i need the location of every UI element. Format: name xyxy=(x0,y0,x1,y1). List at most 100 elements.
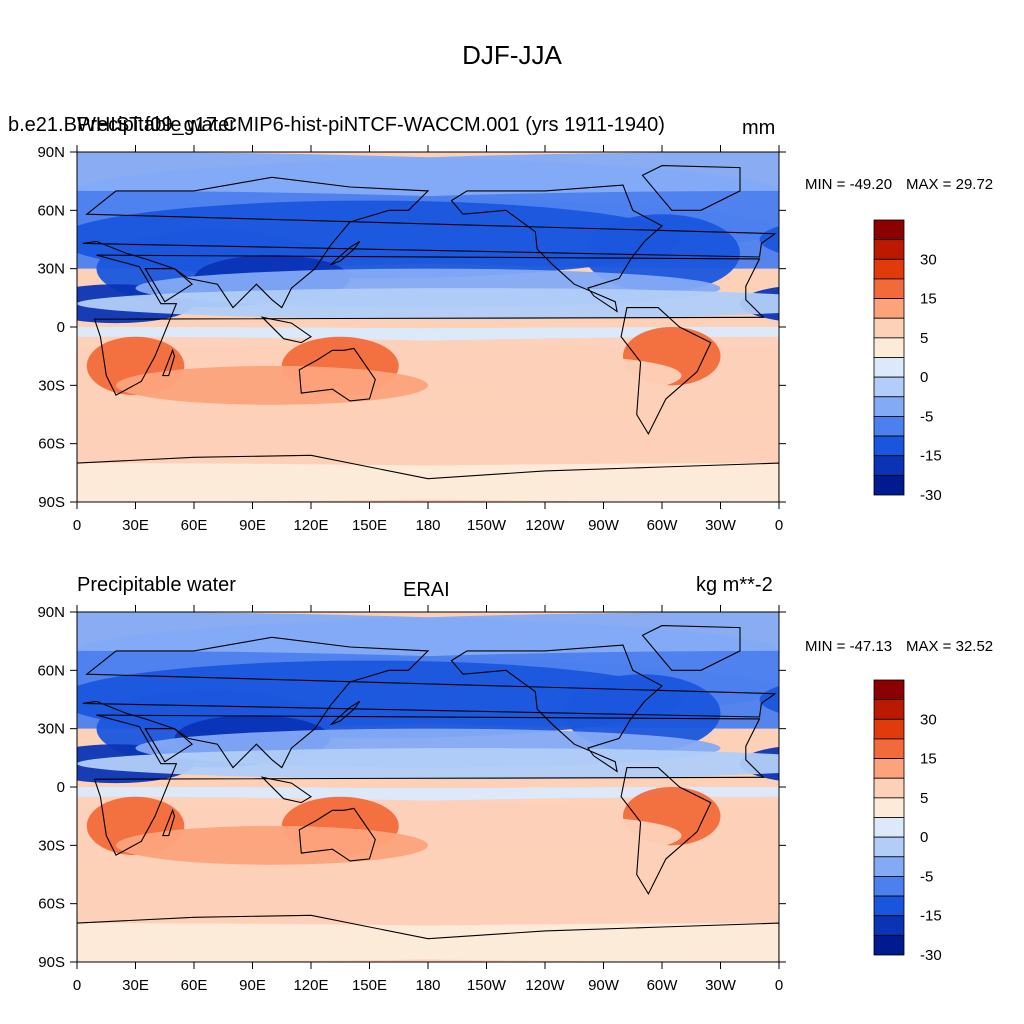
x-tick-label: 30E xyxy=(122,517,149,534)
colorbar-swatch xyxy=(873,357,905,378)
y-tick-label: 60N xyxy=(37,662,65,679)
colorbar-label: 5 xyxy=(920,790,928,807)
field-blob xyxy=(564,674,721,752)
colorbar-swatch xyxy=(873,298,905,319)
colorbar-label: 15 xyxy=(920,291,937,308)
field-layer xyxy=(77,152,779,502)
coastline-antarctica xyxy=(77,914,779,962)
coastline-japan xyxy=(330,700,361,726)
y-tick-label: 60S xyxy=(38,436,65,453)
colorbar-swatch xyxy=(873,836,905,858)
y-tick-label: 0 xyxy=(57,779,65,796)
coastline-south-america xyxy=(620,767,712,896)
colorbar-swatch xyxy=(873,699,905,720)
x-tick-label: 90W xyxy=(588,517,620,534)
colorbar-label: -15 xyxy=(920,908,942,925)
coastline-arabia xyxy=(144,268,194,303)
coastline-australia xyxy=(298,807,376,862)
panel-model-center-title: b.e21.BWHIST.f09_g17.CMIP6-hist-piNTCF-W… xyxy=(8,114,665,136)
coastline-north-america xyxy=(450,184,663,313)
colorbar-swatch xyxy=(873,718,905,740)
x-tick-label: 150W xyxy=(467,977,507,994)
x-tick-label: 30W xyxy=(705,977,737,994)
field-blob xyxy=(116,365,428,405)
colorbar-swatch xyxy=(873,777,905,799)
colorbar-label: -15 xyxy=(920,448,942,465)
colorbar-swatch xyxy=(873,679,905,701)
colorbar-label: 0 xyxy=(920,829,928,846)
field-blob xyxy=(447,356,682,396)
colorbar-swatch xyxy=(873,915,905,936)
coastline-indonesia xyxy=(260,776,313,804)
colorbar-swatch xyxy=(873,219,905,241)
coastline-north-america xyxy=(450,644,663,773)
colorbar-label: -30 xyxy=(920,947,942,964)
y-tick-label: 30S xyxy=(38,377,65,394)
panel-model-units: mm xyxy=(742,117,776,139)
x-tick-label: 30W xyxy=(705,517,737,534)
colorbar-swatch xyxy=(873,396,905,417)
colorbar-label: -5 xyxy=(920,868,933,885)
colorbar-swatch xyxy=(873,278,905,299)
coastline-indonesia xyxy=(260,316,313,344)
x-tick-label: 150E xyxy=(352,517,387,534)
coastline-africa xyxy=(93,714,765,856)
x-tick-label: 0 xyxy=(775,977,783,994)
panel-model-min: MIN = -49.20 xyxy=(805,176,893,193)
colorbar-swatch xyxy=(873,738,905,759)
colorbar-swatch xyxy=(873,337,905,358)
y-tick-label: 90S xyxy=(38,494,65,511)
coastline-europe-asia xyxy=(82,176,777,309)
colorbar-swatch xyxy=(873,934,905,956)
y-tick-label: 30N xyxy=(37,721,65,738)
field-blob xyxy=(77,874,779,933)
x-tick-label: 90E xyxy=(239,977,266,994)
y-tick-label: 90N xyxy=(37,604,65,621)
coastline-europe-asia xyxy=(82,636,777,769)
colorbar-swatch xyxy=(873,455,905,476)
field-layer xyxy=(77,612,779,962)
colorbar-swatch xyxy=(873,758,905,779)
panel-erai-map: 0 30E 60E 90E 120E 150E 180 150W 120W 90W 60W 30W 09… xyxy=(37,604,942,994)
coastline-africa xyxy=(93,254,765,396)
figure-title: DJF-JJA xyxy=(462,40,562,70)
colorbar-swatch xyxy=(873,856,905,877)
coastline-greenland xyxy=(641,165,741,211)
field-blob xyxy=(77,463,779,502)
field-blob xyxy=(77,414,779,473)
field-blob xyxy=(77,288,779,320)
coastline-greenland xyxy=(641,625,741,671)
x-tick-label: 0 xyxy=(73,977,81,994)
field-blob xyxy=(759,685,779,714)
colorbar-label: -30 xyxy=(920,487,942,504)
y-tick-label: 60S xyxy=(38,896,65,913)
coastline-arabia xyxy=(144,728,194,763)
x-tick-label: 180 xyxy=(415,977,440,994)
colorbar-swatch xyxy=(873,474,905,496)
field-blob xyxy=(759,225,779,254)
panel-model-map: 0 30E 60E 90E 120E 150E 180 150W 120W 90W 60W 30W 09… xyxy=(37,144,942,534)
x-tick-label: 180 xyxy=(415,517,440,534)
coastline-madagascar xyxy=(161,808,176,837)
colorbar-label: 0 xyxy=(920,369,928,386)
x-tick-label: 30E xyxy=(122,977,149,994)
x-tick-label: 90E xyxy=(239,517,266,534)
x-tick-label: 60W xyxy=(647,977,679,994)
y-tick-label: 60N xyxy=(37,202,65,219)
panel-erai-left-title: Precipitable water xyxy=(77,574,236,596)
colorbar-label: 30 xyxy=(920,251,937,268)
panel-model-max: MAX = 29.72 xyxy=(906,176,994,193)
y-tick-label: 90S xyxy=(38,954,65,971)
colorbar-label: -5 xyxy=(920,408,933,425)
x-tick-label: 0 xyxy=(775,517,783,534)
colorbar-swatch xyxy=(873,317,905,339)
x-tick-label: 60E xyxy=(181,977,208,994)
field-blob xyxy=(77,748,779,780)
colorbar-label: 30 xyxy=(920,711,937,728)
x-tick-label: 60W xyxy=(647,517,679,534)
coastline-south-america xyxy=(620,307,712,436)
colorbar-swatch xyxy=(873,895,905,917)
x-tick-label: 120E xyxy=(293,977,328,994)
colorbar-swatch xyxy=(873,797,905,818)
x-tick-label: 150W xyxy=(467,517,507,534)
